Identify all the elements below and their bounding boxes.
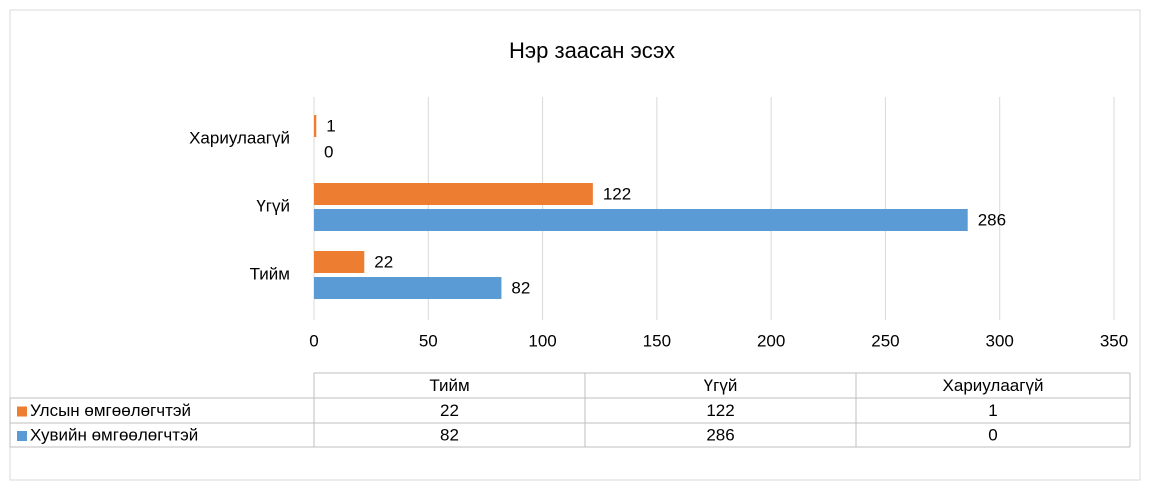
x-tick-label: 50 xyxy=(419,331,438,350)
data-label: 82 xyxy=(511,278,530,297)
bar xyxy=(314,209,968,231)
bar xyxy=(314,277,501,299)
data-label: 22 xyxy=(374,252,393,271)
y-tick-label: Хариулаагүй xyxy=(189,128,290,147)
bar xyxy=(314,251,364,273)
y-tick-label: Тийм xyxy=(250,264,290,283)
table-header: Тийм xyxy=(429,376,469,395)
legend-swatch xyxy=(17,407,27,417)
bar xyxy=(314,183,593,205)
legend-label: Хувийн өмгөөлөгчтэй xyxy=(30,425,198,444)
x-tick-label: 300 xyxy=(986,331,1014,350)
table-cell: 286 xyxy=(706,425,734,444)
table-cell: 22 xyxy=(440,401,459,420)
x-tick-label: 150 xyxy=(643,331,671,350)
table-header: Үгүй xyxy=(704,376,738,395)
data-label: 0 xyxy=(324,142,333,161)
x-tick-label: 200 xyxy=(757,331,785,350)
x-tick-label: 0 xyxy=(309,331,318,350)
x-tick-label: 350 xyxy=(1100,331,1128,350)
chart-title: Нэр заасан эсэх xyxy=(509,38,675,63)
y-tick-label: Үгүй xyxy=(256,196,290,215)
data-label: 122 xyxy=(603,184,631,203)
table-cell: 0 xyxy=(988,425,997,444)
table-cell: 82 xyxy=(440,425,459,444)
table-cell: 122 xyxy=(706,401,734,420)
x-tick-label: 100 xyxy=(528,331,556,350)
legend-label: Улсын өмгөөлөгчтэй xyxy=(30,401,191,420)
data-label: 286 xyxy=(978,210,1006,229)
legend-swatch xyxy=(17,431,27,441)
table-header: Хариулаагүй xyxy=(943,376,1044,395)
data-label: 1 xyxy=(326,116,335,135)
x-tick-label: 250 xyxy=(871,331,899,350)
table-cell: 1 xyxy=(988,401,997,420)
bar xyxy=(314,115,316,137)
